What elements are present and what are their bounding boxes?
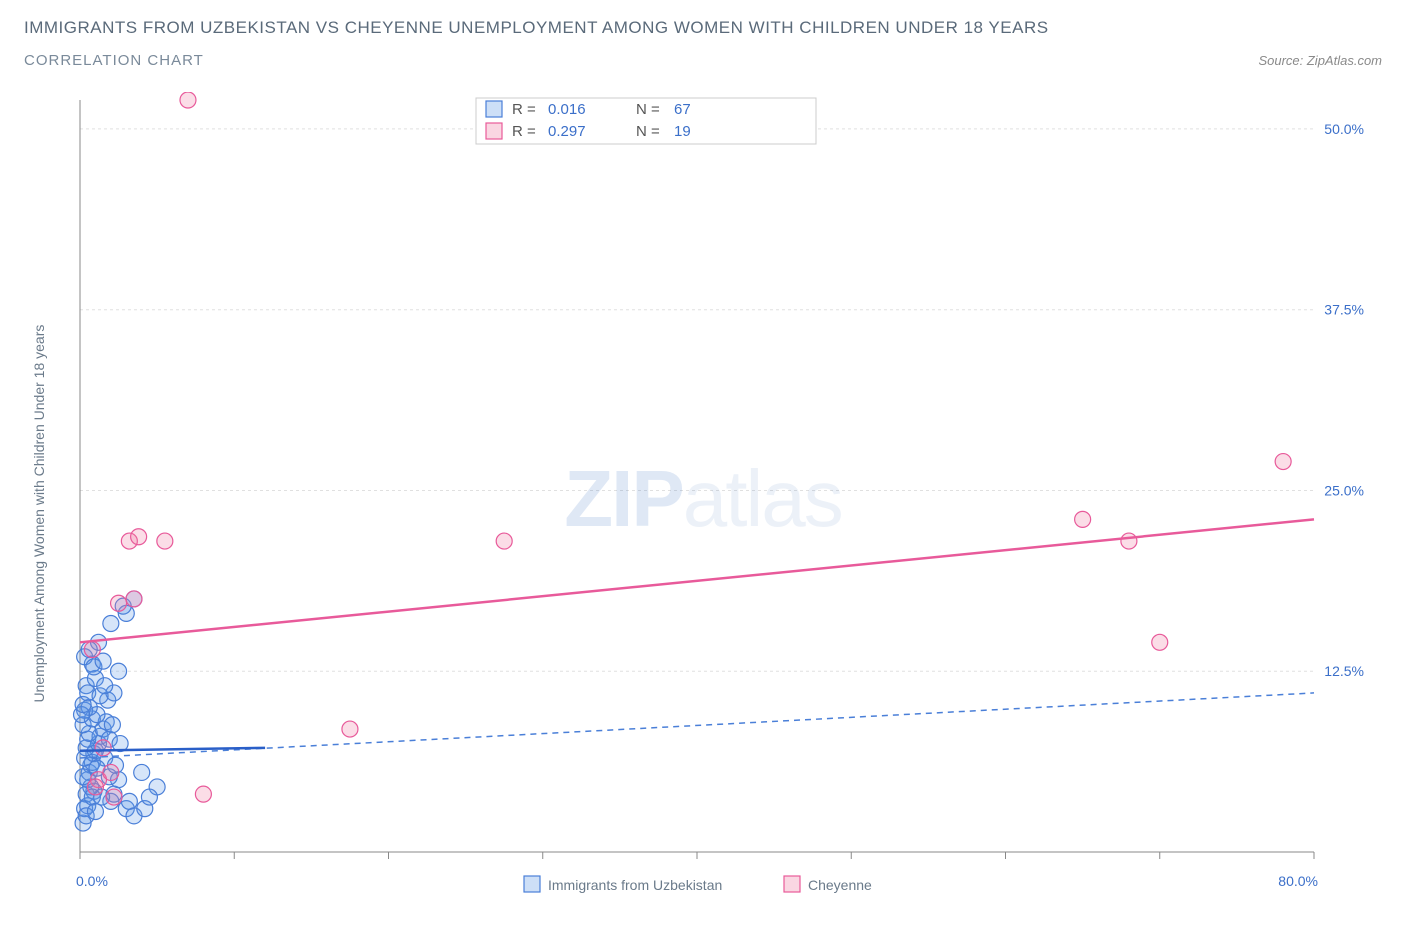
svg-text:80.0%: 80.0% [1278,873,1318,889]
svg-text:0.297: 0.297 [548,123,586,140]
svg-text:Unemployment Among Women with: Unemployment Among Women with Children U… [31,325,47,703]
svg-text:0.016: 0.016 [548,101,586,118]
svg-text:67: 67 [674,101,691,118]
svg-text:37.5%: 37.5% [1324,302,1364,318]
svg-text:0.0%: 0.0% [76,873,108,889]
svg-text:19: 19 [674,123,691,140]
chart-title: IMMIGRANTS FROM UZBEKISTAN VS CHEYENNE U… [24,18,1382,38]
svg-text:50.0%: 50.0% [1324,121,1364,137]
svg-text:N =: N = [636,101,660,118]
scatter-chart: 12.5% 25.0% 37.5% 50.0% 0.0% 80.0% Unemploymen… [24,92,1382,906]
subtitle-row: CORRELATION CHART Source: ZipAtlas.com [24,52,1382,69]
chart-container: ZIPatlas 12.5%25.0%37.5%50.0%0.0%80.0%Un… [24,92,1382,906]
svg-text:Cheyenne: Cheyenne [808,877,872,893]
svg-text:Immigrants from Uzbekistan: Immigrants from Uzbekistan [548,877,722,893]
svg-text:R =: R = [512,101,536,118]
svg-text:25.0%: 25.0% [1324,482,1364,498]
svg-text:N =: N = [636,123,660,140]
source-attribution: Source: ZipAtlas.com [1258,53,1382,68]
svg-text:R =: R = [512,123,536,140]
chart-header: IMMIGRANTS FROM UZBEKISTAN VS CHEYENNE U… [0,0,1406,69]
chart-subtitle: CORRELATION CHART [24,52,204,69]
svg-text:12.5%: 12.5% [1324,663,1364,679]
